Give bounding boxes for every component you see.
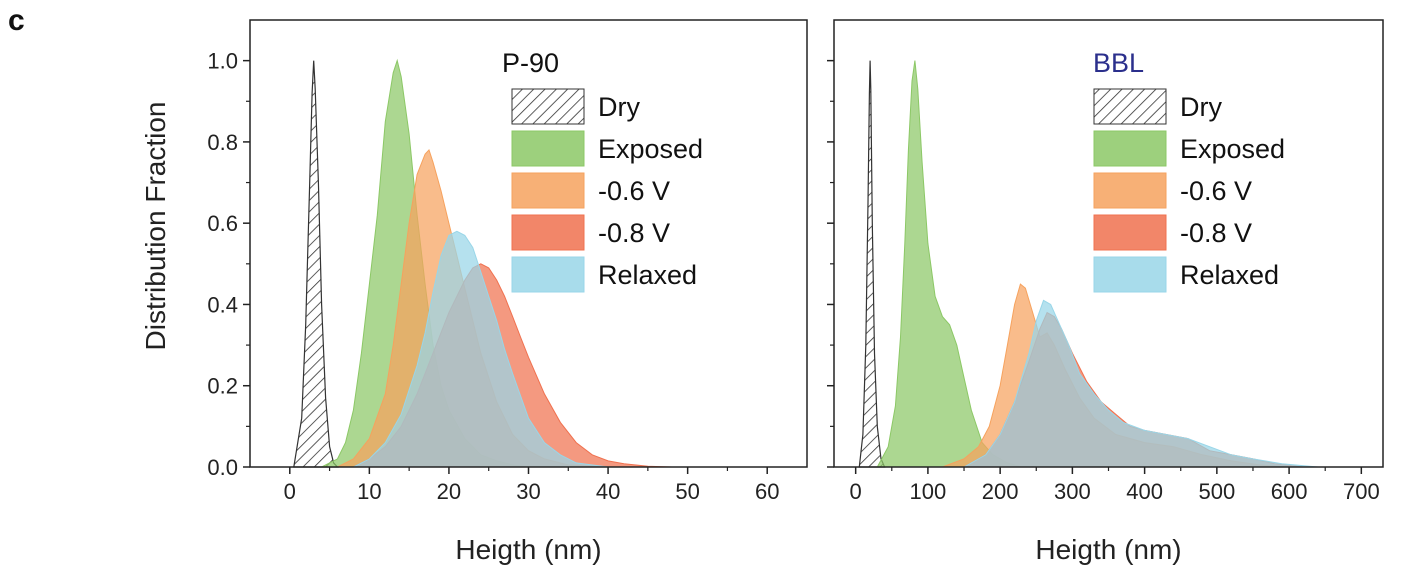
y-tick-label: 0.2 <box>207 374 238 399</box>
legend-swatch-0-6-v <box>511 172 585 209</box>
panel-title-bbl: BBL <box>1093 48 1144 78</box>
legend-label-dry: Dry <box>1180 92 1222 122</box>
legend-label-exposed: Exposed <box>1180 134 1285 164</box>
y-tick-label: 0.0 <box>207 455 238 480</box>
chart-panel-bbl: 0 100 200 300 400 500 600 700 Heigth (nm) BBL Dry E… <box>827 19 1384 565</box>
panel-letter: c <box>8 4 25 37</box>
legend-label-exposed: Exposed <box>598 134 703 164</box>
chart-panel-p90: 0 10 20 30 40 50 60 0.0 0.2 0.4 0.6 0.8 1.0 Heigth (n… <box>207 19 808 565</box>
x-tick-label: 300 <box>1054 479 1091 504</box>
x-tick-label: 400 <box>1126 479 1163 504</box>
series-area-relaxed <box>353 230 609 468</box>
legend-label-0-8-v: -0.8 V <box>1180 218 1252 248</box>
x-tick-label: 700 <box>1343 479 1380 504</box>
x-tick-label: 500 <box>1198 479 1235 504</box>
y-tick-label: 0.6 <box>207 211 238 236</box>
legend-swatch-0-8-v <box>511 214 585 251</box>
legend-swatch-relaxed <box>1093 256 1167 293</box>
x-tick-label: 10 <box>357 479 381 504</box>
legend-label-relaxed: Relaxed <box>598 260 697 290</box>
series-area-dry <box>858 60 886 468</box>
series-area-relaxed <box>962 299 1319 468</box>
x-tick-label: 0 <box>850 479 862 504</box>
x-tick-label: 200 <box>982 479 1019 504</box>
legend-swatch-relaxed <box>511 256 585 293</box>
x-axis-title: Heigth (nm) <box>455 534 601 565</box>
legend-swatch-0-8-v <box>1093 214 1167 251</box>
legend-label-relaxed: Relaxed <box>1180 260 1279 290</box>
x-tick-label: 600 <box>1271 479 1308 504</box>
y-axis-title: Distribution Fraction <box>140 102 171 351</box>
panel-title-p90: P-90 <box>502 48 559 78</box>
x-tick-label: 20 <box>437 479 461 504</box>
legend-label-dry: Dry <box>598 92 640 122</box>
legend-swatch-0-6-v <box>1093 172 1167 209</box>
x-tick-label: 40 <box>596 479 620 504</box>
legend-label-0-8-v: -0.8 V <box>598 218 670 248</box>
y-tick-label: 0.4 <box>207 292 238 317</box>
y-tick-label: 0.8 <box>207 130 238 155</box>
legend-swatch-exposed <box>1093 130 1167 167</box>
legend-label-0-6-v: -0.6 V <box>598 176 670 206</box>
legend-label-0-6-v: -0.6 V <box>1180 176 1252 206</box>
y-tick-label: 1.0 <box>207 49 238 74</box>
x-tick-label: 100 <box>910 479 947 504</box>
x-axis-title: Heigth (nm) <box>1035 534 1181 565</box>
x-tick-label: 60 <box>755 479 779 504</box>
x-tick-label: 30 <box>516 479 540 504</box>
legend-swatch-exposed <box>511 130 585 167</box>
legend-swatch-dry <box>1093 88 1167 125</box>
legend-swatch-dry <box>511 88 585 125</box>
x-tick-label: 50 <box>675 479 699 504</box>
series-area-dry <box>293 60 339 468</box>
x-tick-label: 0 <box>284 479 296 504</box>
